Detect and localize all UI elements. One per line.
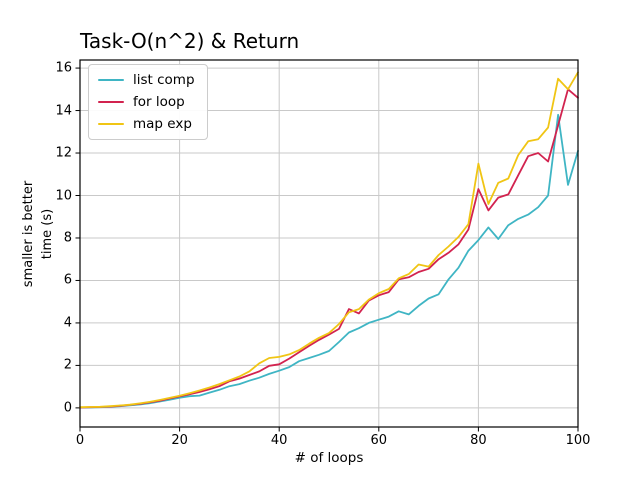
y-tick-label: 10 (55, 188, 72, 203)
legend-line-swatch-yellow (98, 122, 124, 126)
series-line-list-comp (79, 113, 579, 409)
legend-item-label: map exp (133, 116, 192, 132)
series-line-map-exp (79, 71, 579, 409)
axis-spines (79, 59, 579, 428)
x-tick-label: 80 (470, 433, 487, 448)
legend: list comp for loop map exp (88, 64, 208, 140)
y-axis-label-line1: smaller is better (21, 180, 37, 288)
legend-item-label: list comp (133, 72, 195, 88)
y-tick-label: 16 (55, 60, 72, 76)
y-tick-label: 0 (63, 400, 72, 416)
x-tick-label: 100 (565, 433, 591, 448)
y-axis-label: smaller is better time (s) (20, 181, 58, 287)
legend-item-list-comp: list comp (98, 72, 195, 88)
x-tick-label: 40 (270, 433, 288, 448)
y-tick-label: 8 (63, 230, 72, 246)
y-tick-label: 6 (63, 272, 72, 288)
chart-title: Task-O(n^2) & Return (80, 29, 300, 53)
legend-line-swatch-red (98, 100, 124, 104)
x-tick-label: 60 (370, 433, 388, 448)
x-tick-label: 0 (75, 433, 85, 448)
y-tick-label: 4 (63, 315, 72, 331)
y-tick-label: 12 (55, 145, 72, 161)
x-axis-label: # of loops (294, 450, 364, 466)
y-tick-label: 2 (63, 357, 72, 373)
legend-line-swatch-cyan (98, 78, 124, 82)
legend-item-label: for loop (133, 94, 185, 110)
x-tick-label: 20 (171, 433, 188, 448)
y-tick-label: 14 (55, 103, 72, 119)
legend-item-for-loop: for loop (98, 94, 195, 110)
legend-item-map-exp: map exp (98, 116, 195, 132)
